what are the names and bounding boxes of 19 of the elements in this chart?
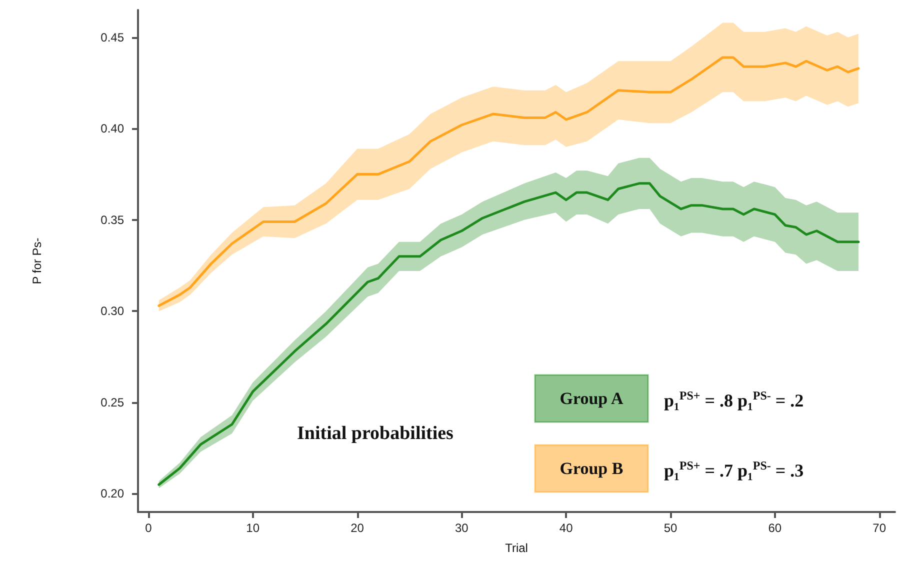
y-tick-label: 0.30 xyxy=(100,304,124,318)
y-tick-label: 0.45 xyxy=(100,30,124,44)
x-tick-label: 0 xyxy=(145,521,152,535)
x-tick-label: 70 xyxy=(872,521,886,535)
y-tick-label: 0.25 xyxy=(100,395,124,410)
y-tick-label: 0.40 xyxy=(100,122,124,136)
x-tick-label: 60 xyxy=(768,521,782,535)
x-tick-label: 30 xyxy=(455,521,469,535)
legend-title: Initial probabilities xyxy=(297,423,454,444)
x-tick-label: 20 xyxy=(350,521,364,535)
x-tick-label: 40 xyxy=(559,521,574,535)
x-tick-label: 50 xyxy=(664,521,678,535)
y-tick-label: 0.35 xyxy=(100,212,124,227)
text: Group B xyxy=(560,459,624,478)
x-tick-label: 10 xyxy=(246,521,260,535)
y-tick-label: 0.20 xyxy=(100,486,124,501)
x-axis-title: Trial xyxy=(505,541,528,555)
y-axis-title: P for Ps- xyxy=(30,238,44,284)
text: Group A xyxy=(560,389,624,408)
